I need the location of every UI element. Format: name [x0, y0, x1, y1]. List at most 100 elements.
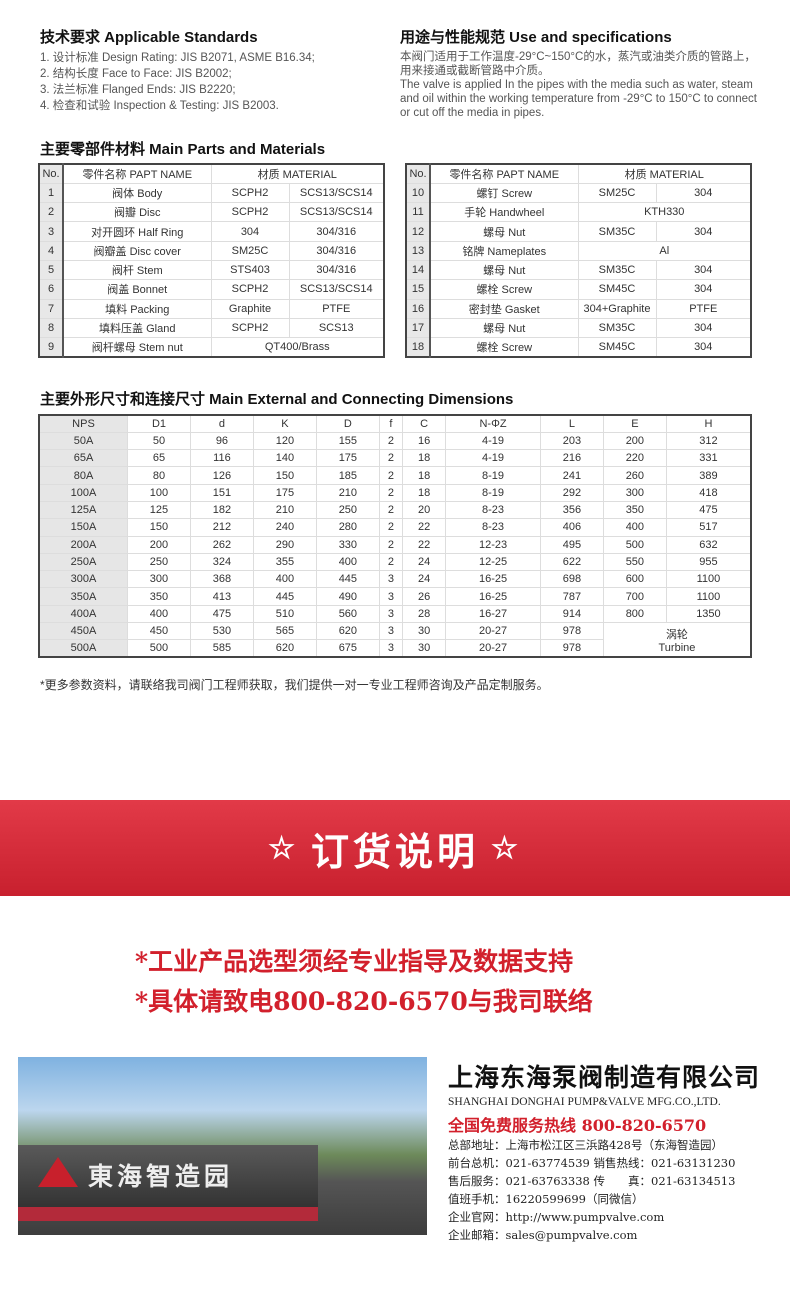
- table-cell: 140: [252, 449, 317, 468]
- part-material-alt: 304: [655, 337, 752, 358]
- part-name: 螺钉 Screw: [429, 182, 579, 204]
- table-cell: 406: [539, 518, 604, 537]
- table-cell: 490: [315, 587, 380, 606]
- column-header: N-ΦZ: [445, 414, 541, 433]
- part-material-alt: SCS13: [288, 317, 385, 339]
- part-name: 手轮 Handwheel: [429, 202, 579, 223]
- part-material: Graphite: [210, 298, 290, 319]
- table-cell: 20-27: [445, 639, 541, 658]
- part-name: 密封垫 Gasket: [429, 298, 579, 319]
- table-cell: 182: [189, 500, 254, 520]
- table-cell: 150: [252, 466, 317, 485]
- table-cell: 4-19: [445, 449, 541, 468]
- part-material: SM35C: [577, 259, 657, 281]
- part-no: 4: [38, 240, 64, 261]
- table-cell: 400: [315, 552, 380, 572]
- table-cell: 500A: [38, 639, 128, 658]
- part-name: 填料压盖 Gland: [62, 317, 212, 339]
- table-row: 15 螺栓 Screw SM45C 304: [405, 279, 752, 300]
- order-note-1: *工业产品选型须经专业指导及数据支持: [135, 947, 574, 976]
- table-cell: 65A: [38, 449, 128, 468]
- table-cell: 18: [402, 466, 447, 485]
- table-cell: 8-19: [445, 483, 541, 502]
- table-row: 14 螺母 Nut SM35C 304: [405, 259, 752, 281]
- table-cell: 8-23: [445, 518, 541, 537]
- part-material: SCPH2: [210, 279, 290, 300]
- table-cell: 517: [665, 518, 752, 537]
- table-cell: 96: [189, 431, 254, 451]
- company-name-cn: 上海东海泵阀制造有限公司: [448, 1064, 761, 1092]
- table-cell: 3: [378, 587, 404, 606]
- table-cell: 445: [315, 570, 380, 589]
- table-cell: 418: [665, 483, 752, 502]
- standards-title: 技术要求 Applicable Standards: [40, 29, 258, 46]
- table-cell: 510: [252, 604, 317, 624]
- table-cell: 18: [402, 483, 447, 502]
- banner-title: 订货说明: [310, 831, 479, 874]
- table-row: 50A 50 96 120 155 2 16 4-19 203 200 312: [38, 431, 752, 451]
- table-cell: 330: [315, 535, 380, 554]
- table-cell: 20: [402, 500, 447, 520]
- website-link[interactable]: 企业官网：http://www.pumpvalve.com: [448, 1210, 665, 1224]
- part-material: KTH330: [577, 202, 752, 223]
- part-material: SM45C: [577, 337, 657, 358]
- table-row: 18 螺栓 Screw SM45C 304: [405, 337, 752, 358]
- table-cell: 3: [378, 604, 404, 624]
- table-cell: 16-27: [445, 604, 541, 624]
- table-cell: 250: [126, 552, 191, 572]
- table-cell: 978: [539, 639, 604, 658]
- table-cell: 300: [602, 483, 667, 502]
- table-cell: 250A: [38, 552, 128, 572]
- table-cell: 262: [189, 535, 254, 554]
- table-cell: 12-23: [445, 535, 541, 554]
- part-material-alt: PTFE: [655, 298, 752, 319]
- table-row: 150A 150 212 240 280 2 22 8-23 406 400 517: [38, 518, 752, 537]
- table-cell: 300: [126, 570, 191, 589]
- table-cell: 3: [378, 570, 404, 589]
- turbine-cn: 涡轮: [665, 628, 688, 641]
- table-cell: 100A: [38, 483, 128, 502]
- part-no: 15: [405, 279, 431, 300]
- column-header: D: [315, 414, 380, 433]
- part-name: 阀体 Body: [62, 182, 212, 204]
- table-row: 11 手轮 Handwheel KTH330: [405, 202, 752, 223]
- table-cell: 1100: [665, 570, 752, 589]
- table-cell: 16-25: [445, 570, 541, 589]
- email-link[interactable]: 企业邮箱：sales@pumpvalve.com: [448, 1228, 638, 1242]
- table-cell: 20-27: [445, 622, 541, 641]
- part-material: SM45C: [577, 279, 657, 300]
- table-cell: 495: [539, 535, 604, 554]
- table-cell: 30: [402, 639, 447, 658]
- table-cell: 565: [252, 622, 317, 641]
- use-title: 用途与性能规范 Use and specifications: [400, 29, 672, 46]
- parts-title: 主要零部件材料 Main Parts and Materials: [40, 141, 326, 158]
- column-header: L: [539, 414, 604, 433]
- table-cell: 955: [665, 552, 752, 572]
- dims-title: 主要外形尺寸和连接尺寸 Main External and Connecting…: [40, 391, 514, 408]
- table-cell: 50: [126, 431, 191, 451]
- table-cell: 2: [378, 431, 404, 451]
- table-row: 65A 65 116 140 175 2 18 4-19 216 220 331: [38, 449, 752, 468]
- table-cell: 24: [402, 570, 447, 589]
- table-cell: 500: [602, 535, 667, 554]
- table-cell: 620: [315, 622, 380, 641]
- part-name: 螺母 Nut: [429, 317, 579, 339]
- table-cell: 600: [602, 570, 667, 589]
- parts-table-right: No. 零件名称 PAPT NAME 材质 MATERIAL 10 螺钉 Screw SM…: [405, 163, 752, 358]
- table-cell: 475: [665, 500, 752, 520]
- table-cell: 16-25: [445, 587, 541, 606]
- part-name: 阀瓣盖 Disc cover: [62, 240, 212, 261]
- table-cell: 200: [602, 431, 667, 451]
- mobile: 值班手机：16220599699（同微信）: [448, 1192, 644, 1206]
- part-name: 铭牌 Nameplates: [429, 240, 579, 261]
- part-material-alt: 304/316: [288, 259, 385, 281]
- part-no: 2: [38, 202, 64, 223]
- part-no: 12: [405, 221, 431, 242]
- table-row: 12 螺母 Nut SM35C 304: [405, 221, 752, 242]
- column-header: C: [402, 414, 447, 433]
- table-cell: 22: [402, 535, 447, 554]
- table-row: 250A 250 324 355 400 2 24 12-25 622 550 955: [38, 552, 752, 572]
- standard-item: 2. 结构长度 Face to Face: JIS B2002;: [40, 68, 232, 80]
- table-cell: 22: [402, 518, 447, 537]
